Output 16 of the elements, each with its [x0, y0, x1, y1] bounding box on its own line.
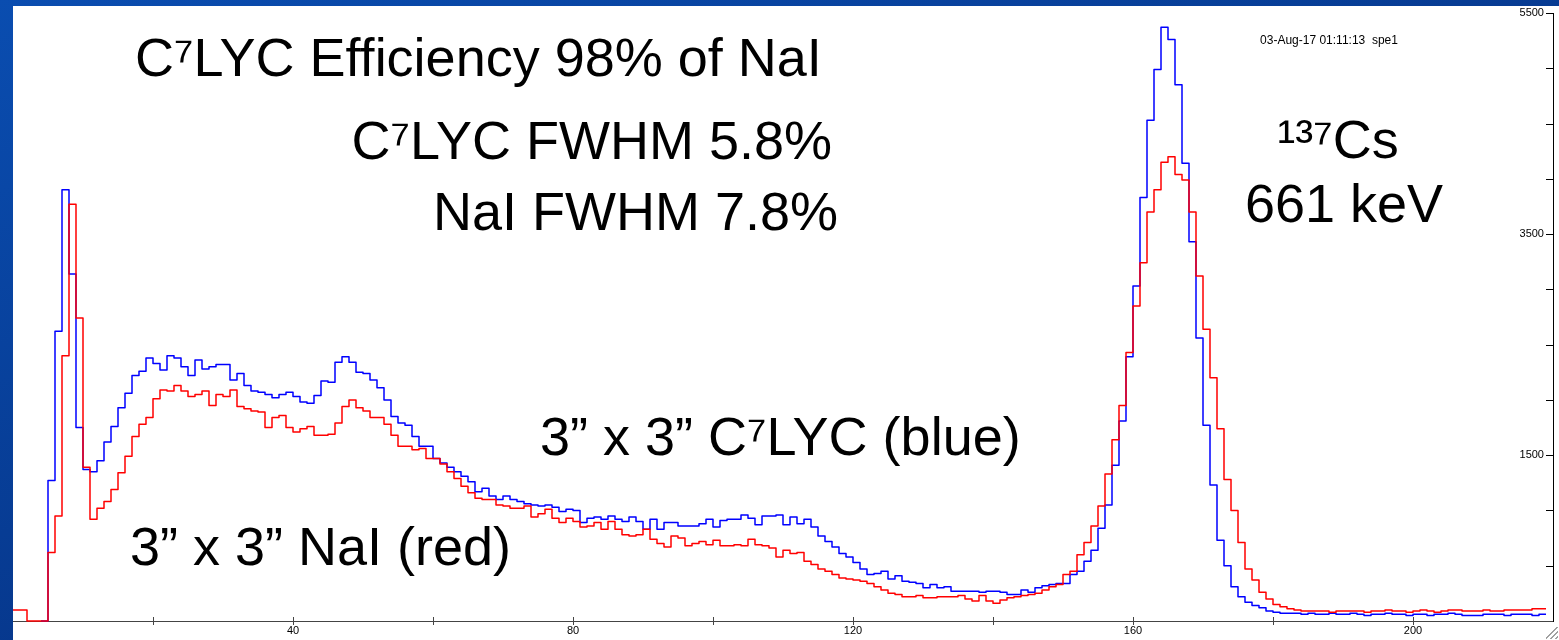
series-label: 3” x 3” C⁷LYC (blue): [540, 406, 1021, 466]
annotation: C⁷LYC FWHM 5.8%: [351, 110, 833, 170]
series-label: 3” x 3” NaI (red): [130, 516, 512, 576]
y-tick-label: 5500: [1519, 6, 1544, 19]
annotation: C⁷LYC Efficiency 98% of NaI: [135, 27, 822, 87]
x-tick-label: 200: [1403, 623, 1423, 636]
x-tick-label: 120: [843, 623, 863, 636]
x-tick-label: 80: [566, 623, 580, 636]
annotation: NaI FWHM 7.8%: [432, 181, 839, 241]
y-tick-label: 1500: [1519, 448, 1544, 461]
y-tick-label: 3500: [1519, 227, 1544, 240]
annotation: 661 keV: [1244, 173, 1444, 233]
x-tick-label: 160: [1123, 623, 1143, 636]
annotation: ¹³⁷Cs: [1277, 109, 1399, 169]
x-tick-label: 40: [286, 623, 300, 636]
annotation: 03-Aug-17 01:11:13 spe1: [1260, 33, 1399, 47]
